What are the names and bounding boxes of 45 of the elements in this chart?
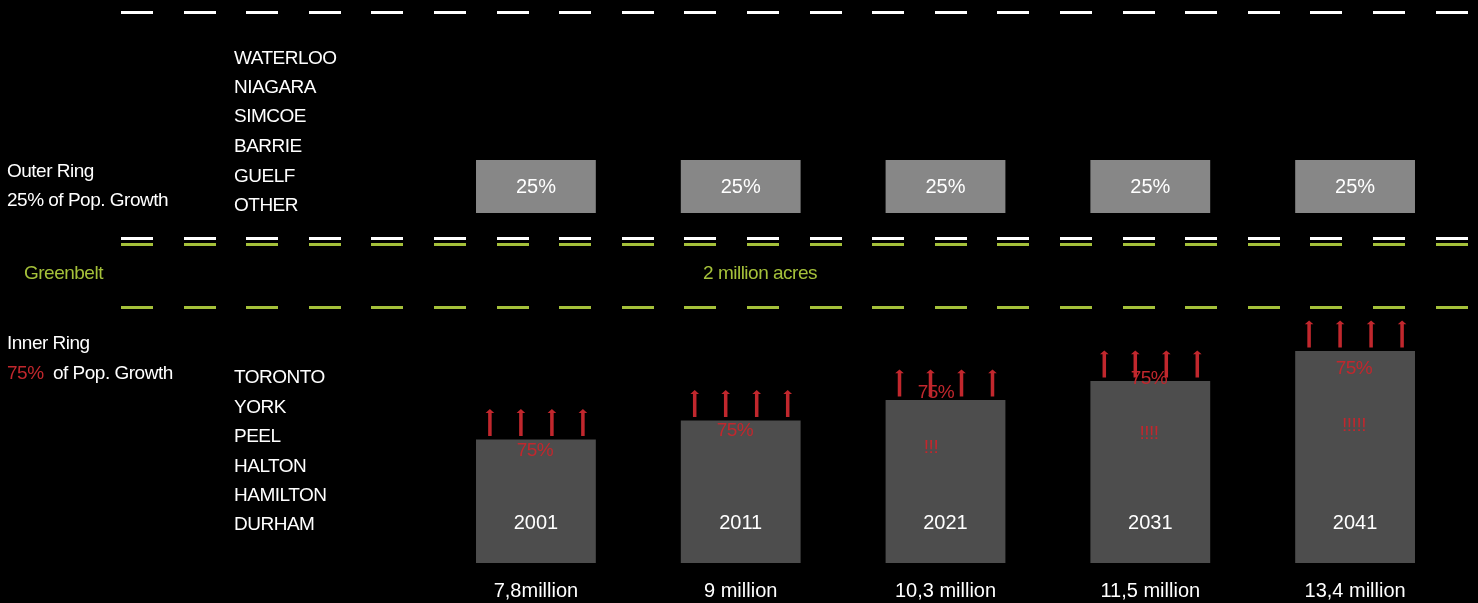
text: PEEL [234, 424, 281, 446]
annotation: 75% [516, 438, 554, 460]
text: 2 million acres [703, 261, 817, 283]
text: 25% of Pop. Growth [7, 188, 169, 210]
bar [1295, 351, 1415, 563]
text: NIAGARA [234, 75, 317, 97]
text: Greenbelt [24, 261, 103, 283]
text: WATERLOO [234, 46, 337, 68]
annotation: !!! [923, 435, 939, 457]
text: BARRIE [234, 134, 302, 156]
x-tick-label: 2021 [923, 511, 968, 533]
data-label: 25% [720, 174, 761, 197]
x-tick-label: 2041 [1332, 511, 1378, 533]
data-label: 9 million [704, 579, 778, 601]
x-tick-label: 2011 [719, 511, 763, 533]
text: Outer Ring [7, 159, 94, 181]
data-label: 10,3 million [894, 579, 997, 601]
bar [476, 439, 596, 563]
text: HALTON [234, 454, 307, 476]
text: OTHER [234, 193, 298, 215]
annotation: !!!! [1139, 421, 1159, 443]
annotation: 75% [716, 418, 754, 440]
data-label: 25% [925, 174, 966, 197]
text: Inner Ring [7, 331, 90, 353]
text: 75% [7, 361, 44, 383]
data-label: 7,8million [493, 579, 579, 601]
text: TORONTO [234, 365, 325, 387]
bar [680, 420, 801, 563]
data-label: 11,5 million [1100, 579, 1201, 601]
x-tick-label: 2001 [513, 511, 559, 533]
text: HAMILTON [234, 483, 327, 505]
text: GUELF [234, 164, 295, 186]
annotation: 75% [1130, 366, 1168, 388]
data-label: 25% [1130, 174, 1171, 197]
text: DURHAM [234, 512, 315, 534]
annotation: !!!!! [1342, 413, 1366, 435]
data-label: 13,4 million [1304, 579, 1406, 601]
annotation: 75% [1335, 356, 1373, 378]
text: of Pop. Growth [53, 361, 173, 383]
text: YORK [234, 395, 286, 417]
x-tick-label: 2031 [1128, 511, 1173, 533]
data-label: 25% [515, 174, 557, 197]
bar [885, 400, 1006, 563]
text: SIMCOE [234, 104, 306, 126]
data-label: 25% [1335, 174, 1376, 197]
